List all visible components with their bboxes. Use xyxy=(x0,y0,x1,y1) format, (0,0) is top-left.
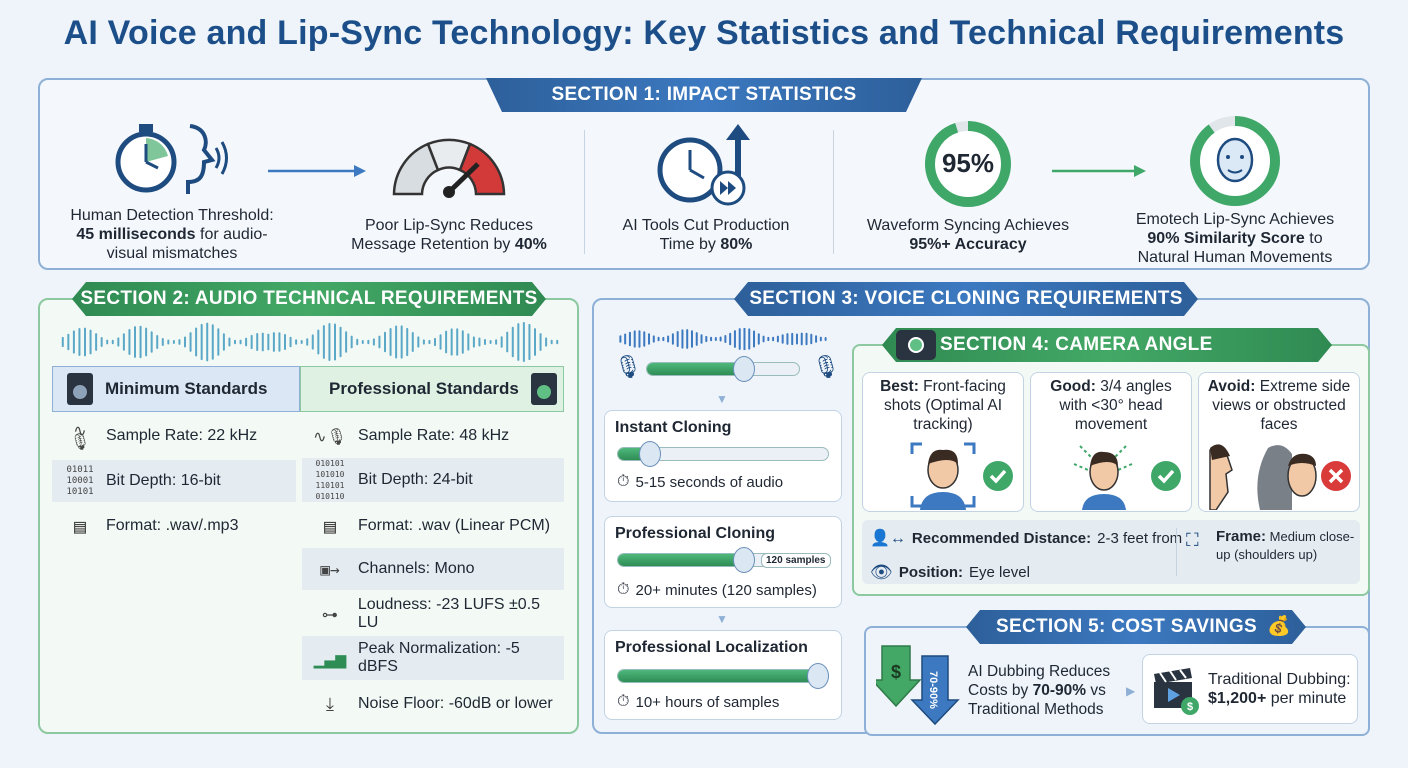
mic-wave-icon: ∿🎙 xyxy=(313,426,347,446)
traditional-dubbing-cost: Traditional Dubbing: $1,200+ per minute xyxy=(1208,671,1351,707)
pro-row: ▁▃▅ Peak Normalization: -5 dBFS xyxy=(302,636,564,680)
svg-text:$: $ xyxy=(1187,701,1193,713)
arrow-right-icon xyxy=(268,165,366,177)
stat-waveform-accuracy: Waveform Syncing Achieves 95%+ Accuracy xyxy=(866,217,1070,253)
person-distance-icon: 👤↔ xyxy=(870,530,906,547)
min-row: 01011 10001 10101 Bit Depth: 16-bit xyxy=(52,460,296,502)
face-ring-icon xyxy=(1190,116,1280,206)
min-row: ▤ Format: .wav/.mp3 xyxy=(52,508,292,544)
master-slider[interactable] xyxy=(646,356,800,382)
divider xyxy=(1176,528,1177,576)
cloning-note: ⏱ 20+ minutes (120 samples) xyxy=(617,581,817,599)
samples-badge: 120 samples xyxy=(761,553,831,568)
pro-row: ▣→ Channels: Mono xyxy=(302,548,564,590)
money-bag-icon: 💰 xyxy=(1266,616,1291,637)
three-quarter-face-icon xyxy=(1073,445,1181,510)
waveform-icon xyxy=(619,328,827,350)
chevron-down-icon: ▼ xyxy=(716,392,728,406)
min-row: ∿🎙 Sample Rate: 22 kHz xyxy=(52,418,292,454)
stopwatch-icon: ⏱ xyxy=(617,693,630,710)
stat-retention: Poor Lip-Sync Reduces Message Retention … xyxy=(351,217,547,253)
eye-icon: 👁 xyxy=(870,562,893,582)
binary-icon: 010101 101010 110101 010110 xyxy=(315,459,345,501)
page-title: AI Voice and Lip-Sync Technology: Key St… xyxy=(63,14,1345,52)
ai-dubbing-savings: AI Dubbing Reduces Costs by 70-90% vs Tr… xyxy=(968,663,1111,718)
chevron-down-icon: ▼ xyxy=(716,612,728,626)
arrow-right-icon xyxy=(1052,165,1146,177)
cloning-note: ⏱ 10+ hours of samples xyxy=(617,693,780,711)
frame-icon: ⛶ xyxy=(1186,530,1199,550)
svg-text:$: $ xyxy=(891,662,901,682)
speaker-icon xyxy=(67,373,93,405)
stat-detection-threshold: Human Detection Threshold: 45 millisecon… xyxy=(70,207,274,262)
mono-icon: ▣→ xyxy=(320,559,340,579)
position-tip: 👁 Position: Eye level xyxy=(870,562,1030,582)
binary-icon: 01011 10001 10101 xyxy=(66,464,94,497)
speaker-icon xyxy=(530,373,557,405)
divider xyxy=(584,130,585,254)
clapperboard-icon: $ xyxy=(1154,668,1199,715)
camera-tips-box xyxy=(862,520,1360,584)
clock-fast-forward-icon xyxy=(657,124,750,206)
mic-icon: 🎙 xyxy=(614,354,642,379)
file-icon: ▤ xyxy=(73,513,87,538)
camera-icon xyxy=(896,330,936,360)
cloning-card-professional: Professional Cloning 120 samples ⏱ 20+ mi… xyxy=(604,516,842,608)
noise-floor-icon: ⤓ xyxy=(326,693,334,715)
mic-wave-icon: ∿🎙 xyxy=(69,421,91,451)
svg-text:70-90%: 70-90% xyxy=(927,671,939,709)
frame-tip: Frame: Medium close-up (shoulders up) xyxy=(1216,528,1355,562)
min-standards-header: Minimum Standards xyxy=(52,366,300,412)
side-face-icon xyxy=(1209,444,1351,510)
cloning-card-localization: Professional Localization ⏱ 10+ hours of … xyxy=(604,630,842,720)
mic-icon: 🎙 xyxy=(812,354,840,379)
cloning-card-instant: Instant Cloning ⏱ 5-15 seconds of audio xyxy=(604,410,842,502)
section3-banner: SECTION 3: VOICE CLONING REQUIREMENTS xyxy=(734,282,1198,316)
distance-tip: 👤↔ Recommended Distance: 2-3 feet from xyxy=(870,529,1183,548)
chevron-right-icon: ▶ xyxy=(1126,684,1136,698)
stat-production-time: AI Tools Cut Production Time by 80% xyxy=(622,217,790,253)
pro-row: ⤓ Noise Floor: -60dB or lower xyxy=(302,686,564,722)
peak-icon: ▁▃▅ xyxy=(313,647,347,669)
pro-row: ▤ Format: .wav (Linear PCM) xyxy=(302,508,564,544)
section2-banner: SECTION 2: AUDIO TECHNICAL REQUIREMENTS xyxy=(72,282,546,316)
pro-row: 010101 101010 110101 010110 Bit Depth: 24-bi… xyxy=(302,458,564,502)
section4-banner: SECTION 4: CAMERA ANGLE GUIDELINES xyxy=(882,328,1332,362)
section1-banner: SECTION 1: IMPACT STATISTICS xyxy=(486,78,922,112)
pro-standards-header: Professional Standards xyxy=(300,366,564,412)
stopwatch-icon: ⏱ xyxy=(617,473,630,490)
file-icon: ▤ xyxy=(323,513,337,538)
cost-down-arrows-icon: $ 70-90% xyxy=(876,645,960,726)
pro-row: ⊶ Loudness: -23 LUFS ±0.5 LU xyxy=(302,596,564,632)
stat-emotech-similarity: Emotech Lip-Sync Achieves 90% Similarity… xyxy=(1135,211,1335,266)
ring-label: 95% xyxy=(941,148,995,178)
cloning-note: ⏱ 5-15 seconds of audio xyxy=(617,473,784,491)
loudness-icon: ⊶ xyxy=(321,604,338,624)
divider xyxy=(833,130,834,254)
cloning-slider[interactable] xyxy=(617,663,829,689)
cloning-slider[interactable] xyxy=(617,441,829,467)
waveform-icon xyxy=(61,322,559,362)
pro-row: ∿🎙 Sample Rate: 48 kHz xyxy=(313,426,510,446)
section5-banner: SECTION 5: COST SAVINGS 💰 xyxy=(966,610,1306,644)
stopwatch-icon: ⏱ xyxy=(617,581,630,598)
progress-ring-icon xyxy=(925,121,1011,207)
stopwatch-face-icon xyxy=(115,124,228,194)
front-face-icon xyxy=(910,442,1013,510)
gauge-icon xyxy=(392,138,506,198)
